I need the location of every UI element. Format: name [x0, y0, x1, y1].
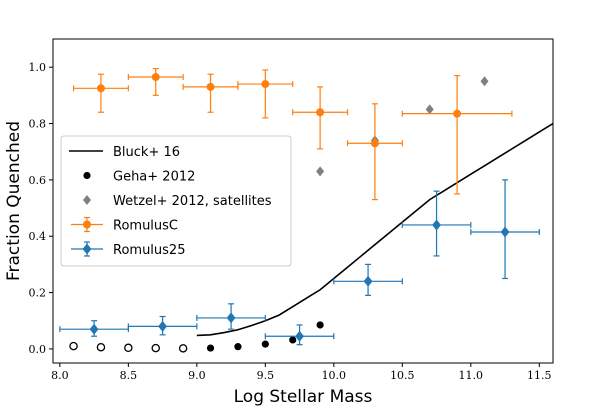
geha-point-filled — [206, 344, 215, 352]
y-tick-label: 0.0 — [29, 343, 47, 356]
legend-label: RomulusC — [113, 219, 178, 234]
romulusc-point — [370, 139, 379, 148]
x-tick-label: 10.0 — [322, 369, 347, 382]
wetzel-point — [316, 166, 325, 177]
x-tick-label: 11.0 — [459, 369, 484, 382]
y-tick-label: 0.8 — [29, 118, 47, 131]
romulusc-point — [453, 109, 462, 118]
legend-swatch-circle — [83, 171, 91, 180]
geha-point-filled — [316, 321, 324, 329]
romulusc-point — [316, 108, 325, 117]
bluck-line — [196, 122, 554, 337]
y-tick-label: 0.4 — [29, 230, 47, 243]
y-axis-label: Fraction Quenched — [4, 121, 24, 281]
legend-swatch-diamond — [82, 243, 92, 255]
x-tick-label: 9.0 — [188, 369, 206, 382]
legend-swatch-diamond — [83, 195, 91, 205]
x-axis-label: Log Stellar Mass — [234, 387, 373, 407]
romulusc-point — [206, 82, 215, 91]
legend-label: Geha+ 2012 — [113, 170, 195, 185]
romulusc-point — [96, 84, 105, 93]
y-tick-label: 1.0 — [29, 61, 47, 74]
romulusc-point — [151, 73, 160, 82]
legend-label: Romulus25 — [113, 243, 185, 258]
romulus25-point — [226, 312, 236, 324]
romulus25-point — [158, 320, 167, 332]
y-tick-label: 0.2 — [29, 287, 47, 300]
romulus25-point — [500, 226, 510, 238]
geha-point-filled — [234, 343, 242, 351]
romulusc-point — [261, 80, 270, 89]
geha-point-open — [151, 343, 160, 353]
plot-frame — [52, 38, 554, 364]
plot-marks — [59, 67, 554, 353]
wetzel-point — [425, 104, 434, 115]
romulus25-point — [432, 219, 441, 231]
legend: Bluck+ 16 Geha+ 2012 Wetzel+ 2012, satelli… — [60, 135, 292, 267]
geha-point-open — [178, 344, 188, 353]
geha-point-open — [96, 342, 106, 352]
x-tick-label: 8.0 — [51, 369, 69, 382]
romulus25-point — [89, 323, 99, 335]
geha-point-open — [124, 343, 133, 353]
legend-label: Wetzel+ 2012, satellites — [113, 194, 272, 209]
wetzel-point — [480, 76, 489, 87]
y-tick-label: 0.6 — [29, 174, 47, 187]
romulus25-point — [295, 330, 304, 342]
geha-point-filled — [289, 336, 297, 344]
x-tick-label: 9.5 — [257, 369, 275, 382]
legend-swatch-circle — [83, 220, 91, 229]
romulus25-point — [363, 275, 373, 287]
geha-point-filled — [261, 340, 269, 348]
axes: 8.0 8.5 9.0 9.5 10.0 10.5 11.0 11.5 0.0 0.2 0.4 0.6… — [29, 61, 552, 382]
x-tick-label: 8.5 — [120, 369, 138, 382]
legend-box — [60, 135, 292, 267]
x-tick-label: 10.5 — [390, 369, 415, 382]
x-tick-label: 11.5 — [527, 369, 552, 382]
legend-label: Bluck+ 16 — [113, 145, 180, 160]
geha-point-open — [69, 341, 78, 351]
